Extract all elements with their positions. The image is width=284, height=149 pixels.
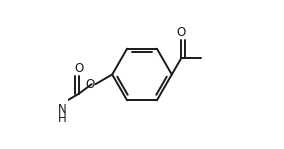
Text: N: N [57,103,66,116]
Text: O: O [177,26,186,39]
Text: O: O [74,62,83,75]
Text: O: O [85,78,95,91]
Text: H: H [57,112,66,125]
